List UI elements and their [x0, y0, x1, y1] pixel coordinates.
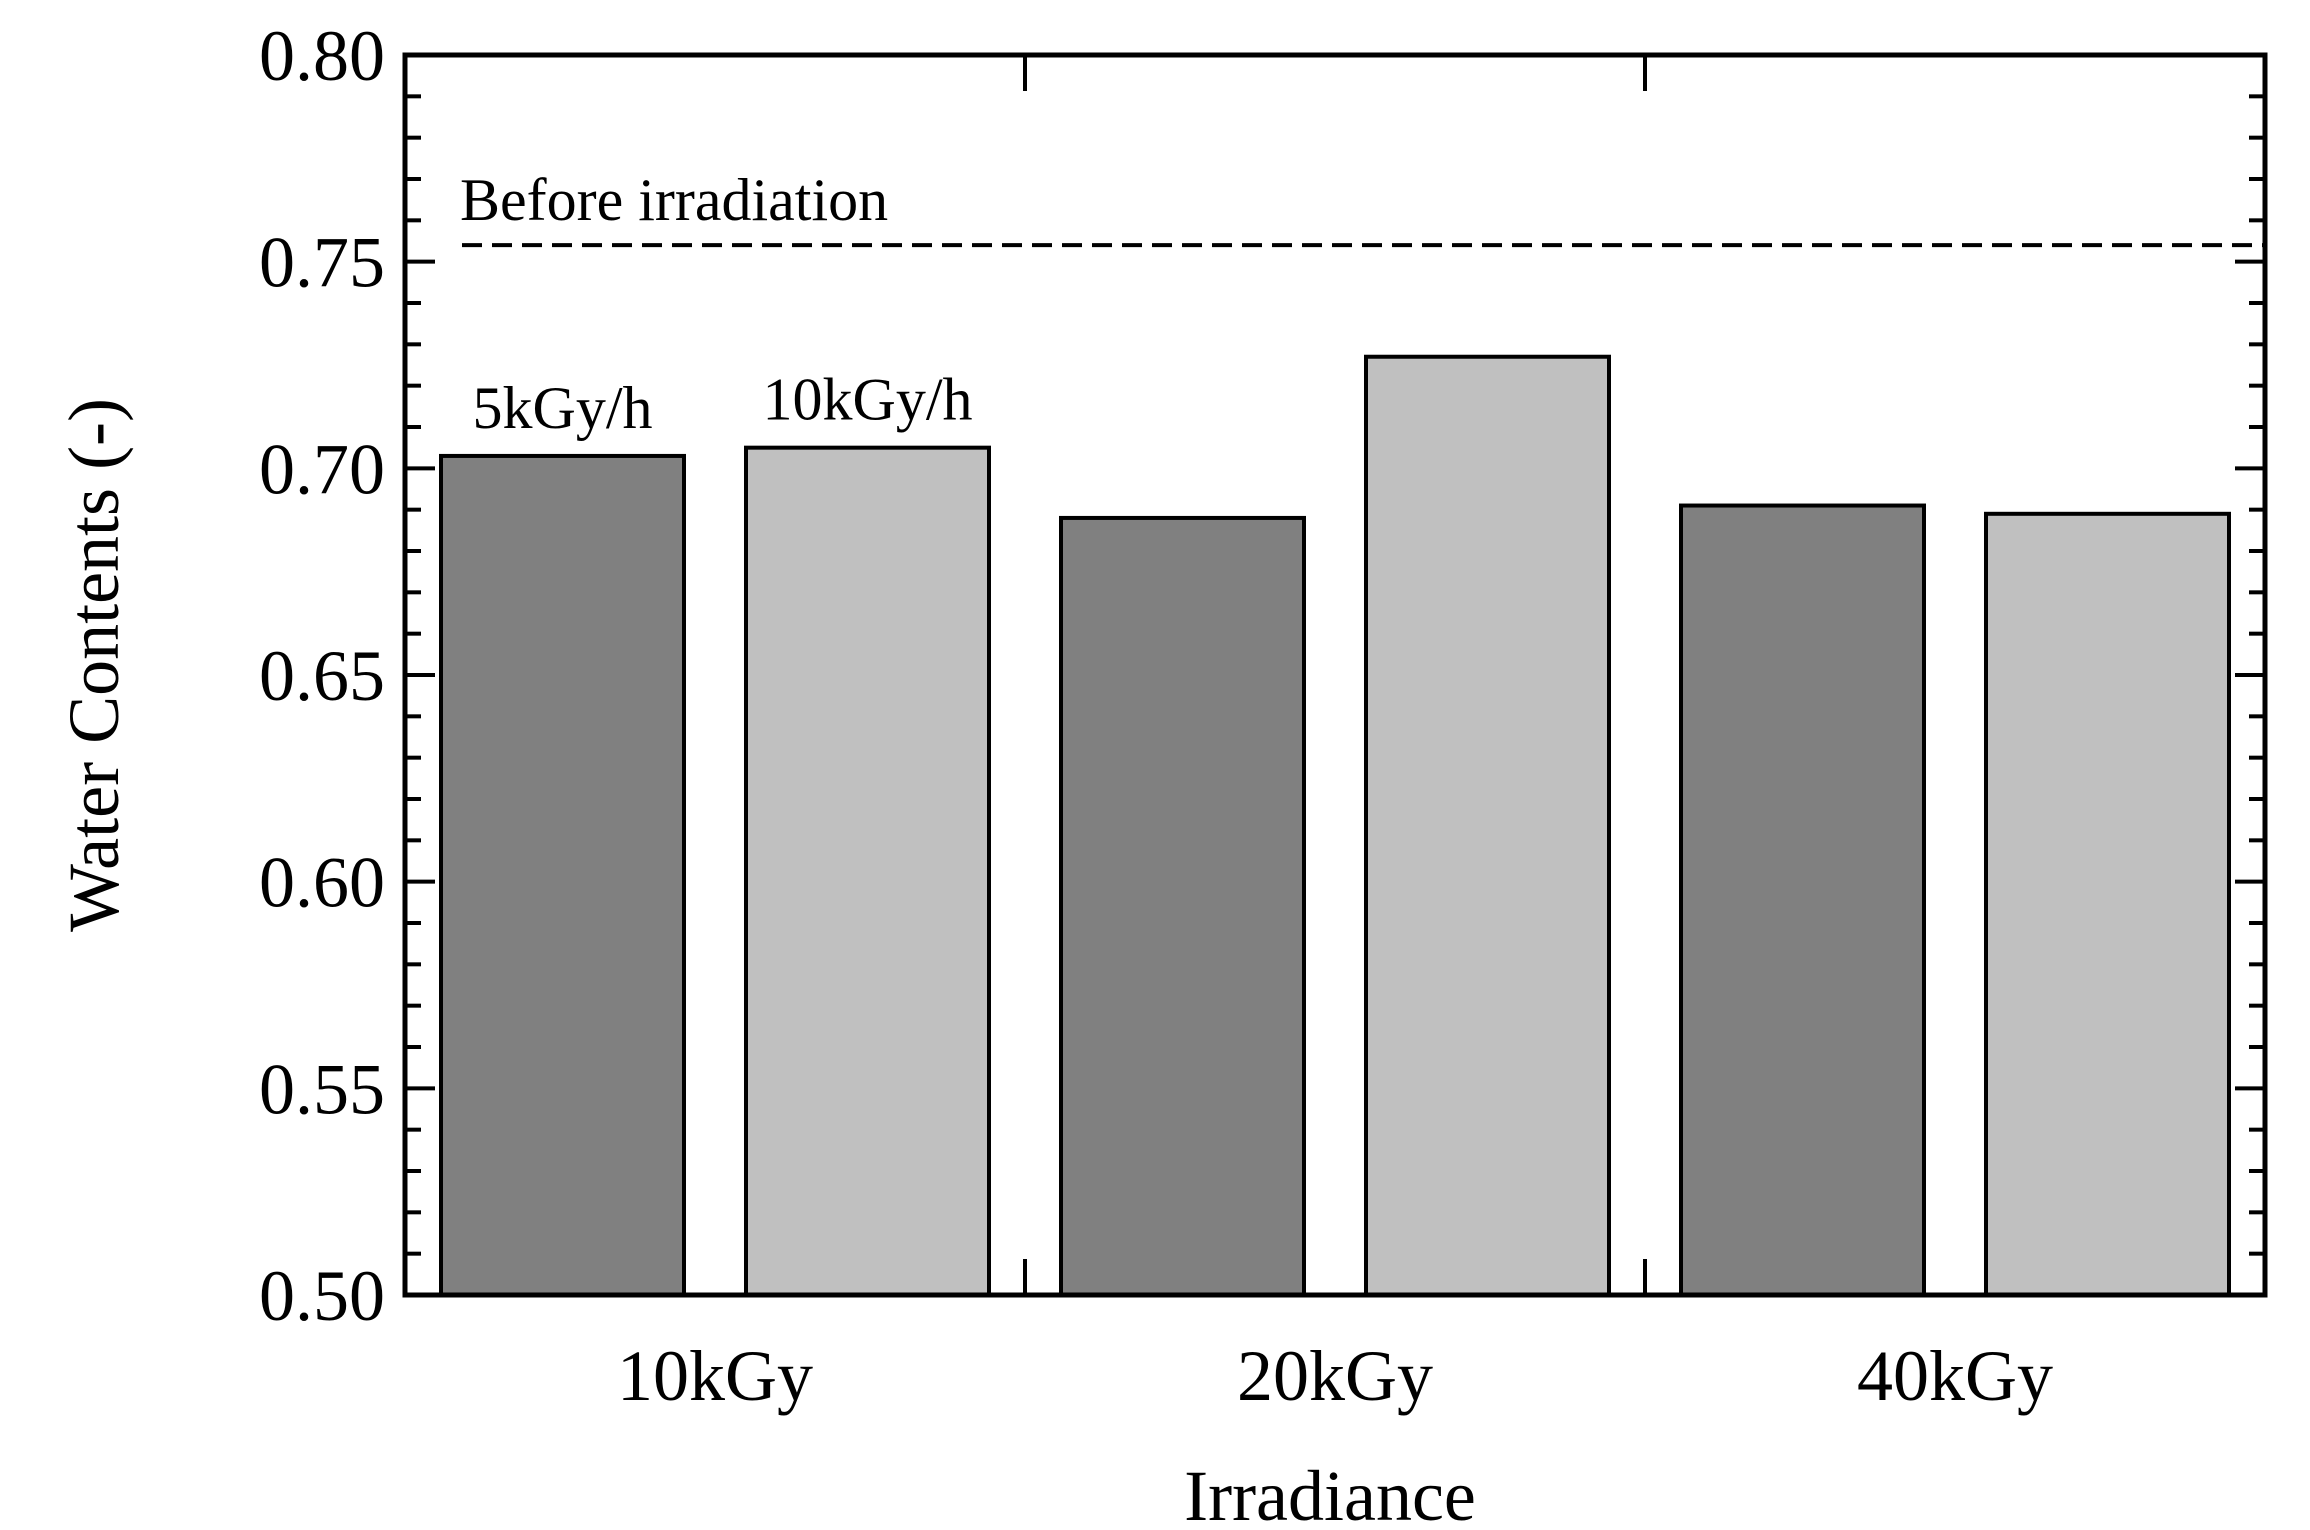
- y-tick-label: 0.60: [259, 843, 385, 923]
- y-tick-label: 0.65: [259, 636, 385, 716]
- y-tick-label: 0.70: [259, 429, 385, 509]
- reference-line-label: Before irradiation: [460, 167, 888, 233]
- series-label: 5kGy/h: [473, 375, 653, 441]
- series-label: 10kGy/h: [763, 367, 973, 433]
- bars-group: [439, 354, 2231, 1297]
- bar-5kGy/h-10kGy: [439, 453, 686, 1297]
- bar-10kGy/h-40kGy: [1984, 511, 2231, 1297]
- x-tick-label: 40kGy: [1857, 1336, 2053, 1416]
- x-axis-title: Irradiance: [1184, 1456, 1476, 1530]
- y-tick-label: 0.80: [259, 16, 385, 96]
- bar-5kGy/h-20kGy: [1059, 515, 1306, 1297]
- bar-5kGy/h-40kGy: [1679, 503, 1926, 1297]
- ticks-group: 0.50 0.55 0.60 0.65 0.70 0.75 0.80: [259, 16, 2265, 1336]
- labels-group: 5kGy/h 10kGy/h 10kGy 20kGy 40kGy: [473, 367, 2054, 1416]
- x-tick-label: 10kGy: [617, 1336, 813, 1416]
- y-tick-label: 0.55: [259, 1049, 385, 1129]
- y-tick-label: 0.50: [259, 1256, 385, 1336]
- bar-10kGy/h-10kGy: [744, 445, 991, 1297]
- x-tick-label: 20kGy: [1237, 1336, 1433, 1416]
- bar-10kGy/h-20kGy: [1364, 354, 1611, 1297]
- y-axis-title: Water Contents (-): [54, 398, 134, 932]
- y-tick-label: 0.75: [259, 223, 385, 303]
